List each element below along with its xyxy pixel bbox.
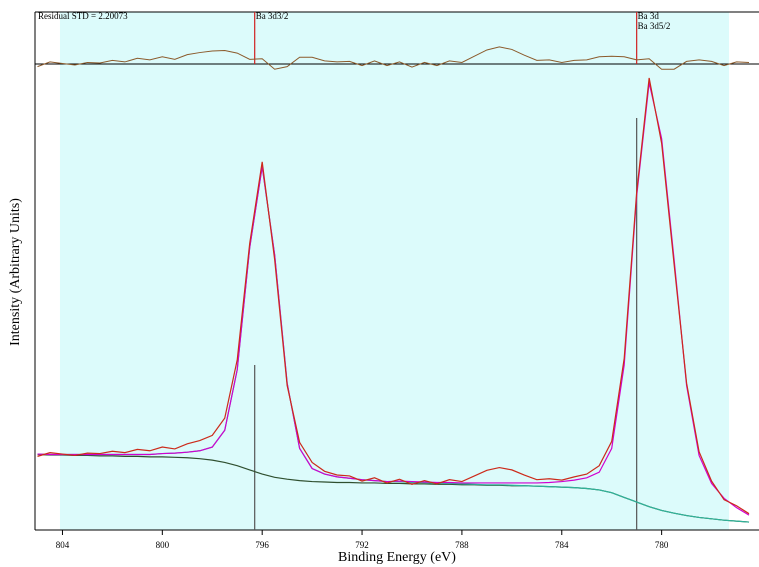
residual-label: Residual STD = 2.20073 (38, 11, 128, 21)
fit-region (59, 12, 730, 530)
x-tick-label: 792 (355, 540, 369, 550)
x-tick-label: 796 (255, 540, 269, 550)
marker-label: Ba 3d5/2 (638, 21, 671, 31)
x-tick-label: 800 (156, 540, 170, 550)
spectrum-line (37, 77, 750, 515)
x-tick-label: 780 (655, 540, 669, 550)
marker-label: Ba 3d3/2 (256, 11, 289, 21)
x-tick-label: 788 (455, 540, 469, 550)
x-tick-label: 804 (56, 540, 70, 550)
residual-line (37, 46, 750, 70)
marker-label: Ba 3d (638, 11, 660, 21)
y-axis-label: Intensity (Arbitrary Units) (8, 198, 23, 346)
x-axis-label: Binding Energy (eV) (338, 550, 456, 565)
x-tick-label: 784 (555, 540, 569, 550)
